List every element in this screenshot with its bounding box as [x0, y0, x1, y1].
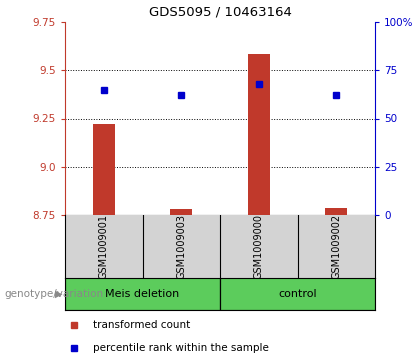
Bar: [93, 124, 115, 215]
Text: GSM1009002: GSM1009002: [331, 214, 341, 279]
Text: Meis deletion: Meis deletion: [105, 289, 180, 299]
Text: transformed count: transformed count: [93, 320, 190, 330]
Bar: [171, 209, 192, 215]
Bar: [248, 54, 270, 215]
Bar: [220, 278, 375, 310]
Text: ▶: ▶: [55, 289, 63, 299]
Text: GSM1009003: GSM1009003: [176, 214, 186, 279]
Title: GDS5095 / 10463164: GDS5095 / 10463164: [149, 5, 291, 18]
Bar: [326, 208, 347, 215]
Text: GSM1009000: GSM1009000: [254, 214, 264, 279]
Text: GSM1009001: GSM1009001: [99, 214, 109, 279]
Text: control: control: [278, 289, 317, 299]
Text: percentile rank within the sample: percentile rank within the sample: [93, 343, 269, 353]
Text: genotype/variation: genotype/variation: [4, 289, 103, 299]
Bar: [65, 278, 220, 310]
